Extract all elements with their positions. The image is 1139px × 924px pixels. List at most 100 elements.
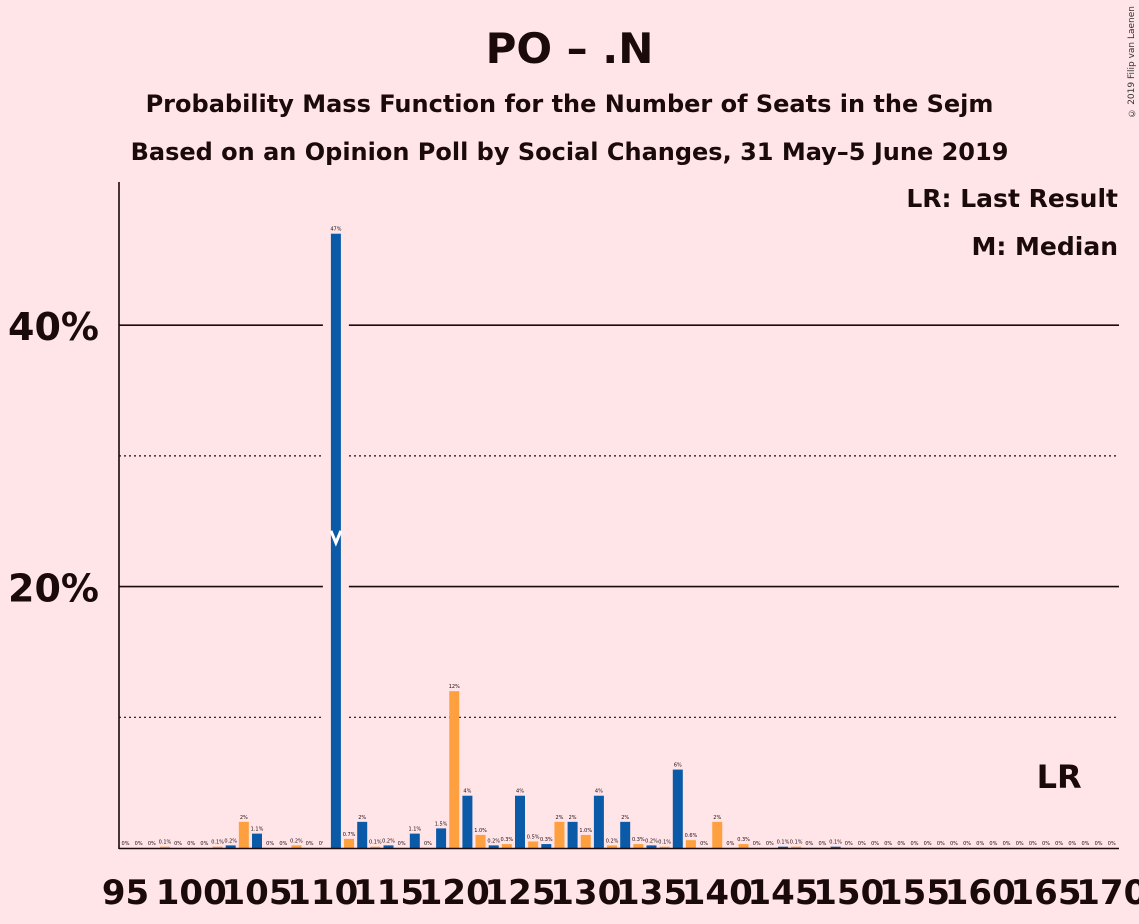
data-label-97: 0% (148, 841, 156, 847)
data-label-119: 1.5% (435, 821, 448, 827)
median-marker (329, 530, 343, 547)
data-label-170: 0% (1108, 841, 1116, 847)
bar-131 (593, 795, 604, 848)
data-label-152: 0% (871, 841, 879, 847)
data-label-113: 2% (358, 815, 366, 821)
bar-126 (528, 841, 539, 848)
data-label-106: 0% (266, 841, 274, 847)
bar-136 (659, 846, 670, 848)
data-label-111: 47% (330, 227, 341, 233)
bar-105 (252, 833, 262, 848)
data-label-136: 0.1% (658, 840, 671, 846)
x-tick-label: 135 (616, 873, 687, 913)
data-label-154: 0% (897, 841, 905, 847)
data-label-98: 0.1% (159, 840, 172, 846)
bar-117 (409, 833, 420, 848)
bar-132 (607, 845, 618, 848)
data-label-150: 0% (845, 841, 853, 847)
x-tick-label: 160 (945, 873, 1016, 913)
data-label-161: 0% (989, 841, 997, 847)
data-label-157: 0% (937, 841, 945, 847)
bar-134 (633, 844, 644, 848)
bar-137 (672, 769, 683, 848)
data-label-155: 0% (911, 841, 919, 847)
bar-119 (436, 828, 447, 848)
data-label-95: 0% (122, 841, 130, 847)
data-label-162: 0% (1003, 841, 1011, 847)
y-tick-label: 40% (8, 305, 99, 349)
data-label-167: 0% (1068, 841, 1076, 847)
bar-113 (357, 821, 368, 848)
x-tick-label: 165 (1011, 873, 1082, 913)
bar-102 (212, 846, 223, 848)
bar-121 (462, 795, 473, 848)
x-tick-label: 125 (485, 873, 556, 913)
data-label-108: 0.2% (290, 838, 303, 844)
bar-115 (383, 845, 394, 848)
data-label-110: 0% (319, 841, 327, 847)
bar-108 (291, 845, 302, 848)
data-label-121: 4% (463, 789, 471, 795)
bar-133 (620, 821, 631, 848)
bar-142 (738, 844, 749, 848)
x-tick-label: 145 (748, 873, 819, 913)
data-label-149: 0.1% (829, 840, 842, 846)
x-tick-label: 150 (813, 873, 884, 913)
data-label-146: 0.1% (790, 840, 803, 846)
data-label-135: 0.2% (645, 838, 658, 844)
data-label-122: 1.0% (474, 828, 487, 834)
bar-125 (515, 795, 525, 848)
data-label-137: 6% (674, 763, 682, 769)
data-label-158: 0% (950, 841, 958, 847)
data-label-109: 0% (306, 841, 314, 847)
data-label-116: 0% (398, 841, 406, 847)
x-tick-label: 115 (353, 873, 424, 913)
data-label-103: 0.2% (224, 838, 237, 844)
bar-104 (238, 821, 249, 848)
data-label-96: 0% (135, 841, 143, 847)
bar-130 (580, 834, 591, 848)
data-label-156: 0% (924, 841, 932, 847)
bar-140 (712, 821, 723, 848)
x-tick-label: 105 (222, 873, 293, 913)
legend-median: M: Median (971, 232, 1118, 261)
data-label-129: 2% (569, 815, 577, 821)
bar-103 (225, 845, 236, 848)
bar-98 (159, 846, 170, 848)
bar-120 (449, 691, 460, 848)
last-result-marker: LR (1037, 758, 1082, 796)
data-label-147: 0% (805, 841, 813, 847)
data-label-139: 0% (700, 841, 708, 847)
bar-146 (791, 846, 802, 848)
data-label-164: 0% (1029, 841, 1037, 847)
data-label-141: 0% (726, 841, 734, 847)
bar-112 (344, 838, 355, 848)
bar-145 (778, 846, 788, 848)
data-label-134: 0.3% (632, 837, 645, 843)
x-tick-label: 100 (156, 873, 227, 913)
data-label-114: 0.1% (369, 840, 382, 846)
chart-subtitle: Probability Mass Function for the Number… (145, 90, 994, 118)
data-label-115: 0.2% (382, 838, 395, 844)
data-label-120: 12% (449, 684, 460, 690)
data-label-123: 0.2% (487, 838, 500, 844)
bar-129 (567, 821, 578, 848)
data-label-133: 2% (621, 815, 629, 821)
data-label-112: 0.7% (343, 832, 356, 838)
data-label-100: 0% (187, 841, 195, 847)
bar-127 (541, 844, 552, 848)
x-tick-label: 130 (550, 873, 621, 913)
x-tick-label: 170 (1076, 873, 1139, 913)
data-label-105: 1.1% (251, 827, 264, 833)
data-label-130: 1.0% (579, 828, 592, 834)
bar-122 (475, 834, 486, 848)
x-tick-label: 120 (419, 873, 490, 913)
data-label-131: 4% (595, 789, 603, 795)
data-label-159: 0% (963, 841, 971, 847)
data-label-163: 0% (1016, 841, 1024, 847)
data-label-104: 2% (240, 815, 248, 821)
data-label-127: 0.3% (540, 837, 553, 843)
bar-128 (554, 821, 565, 848)
data-label-138: 0.6% (685, 833, 698, 839)
